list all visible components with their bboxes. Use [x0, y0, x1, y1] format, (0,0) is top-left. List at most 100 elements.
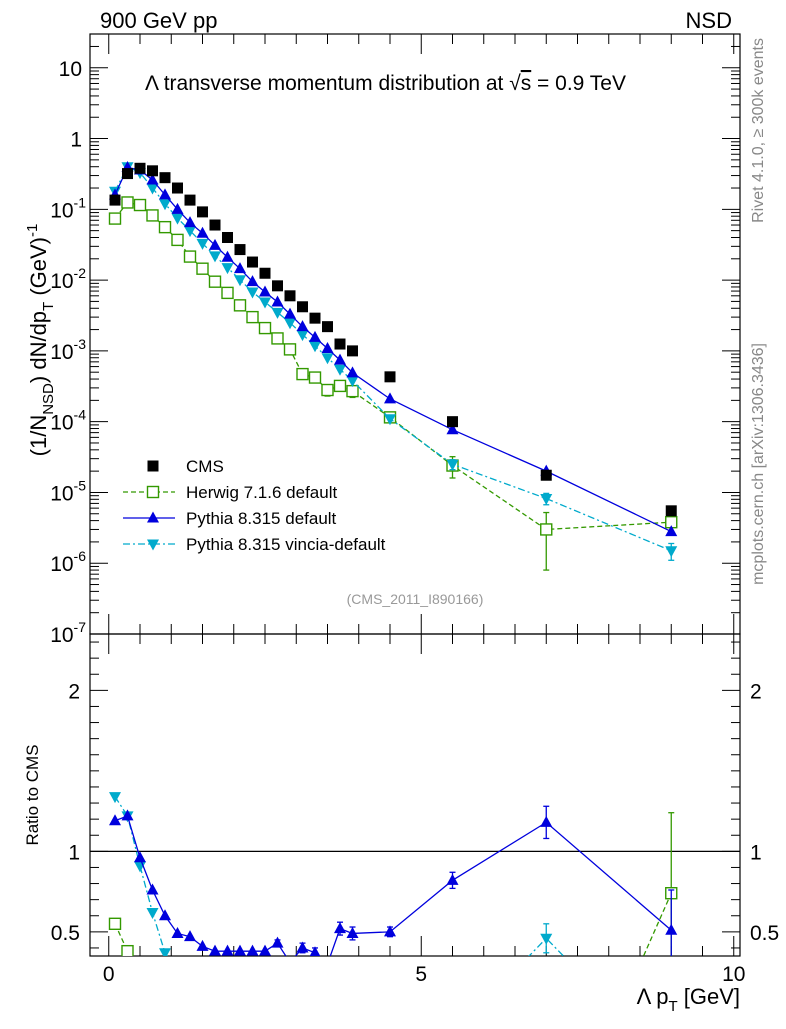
main-ytick-label-7: 10-6: [50, 548, 86, 576]
ratio-point-pythia-20: [384, 925, 396, 937]
point-cms-9: [222, 231, 233, 243]
ratio-point-pythia-14: [289, 955, 291, 956]
point-cms-22: [540, 469, 552, 481]
point-cms-17: [322, 321, 333, 333]
point-herwig-10: [233, 299, 247, 312]
ratio-point-pythia-3: [146, 883, 159, 895]
ratio-point-pythia-7: [196, 939, 209, 951]
title-prefix: Λ transverse momentum distribution at: [145, 72, 509, 95]
series-line-pythia: [114, 166, 672, 533]
point-cms-10: [234, 244, 246, 256]
point-vincia-11: [246, 287, 259, 299]
ratio-line-pythia: [114, 815, 672, 956]
point-cms-11: [247, 256, 258, 268]
point-herwig-16: [308, 371, 322, 384]
ratio-line-vincia: [114, 796, 565, 956]
point-cms-14: [284, 290, 296, 302]
point-vincia-15: [296, 330, 309, 342]
point-pythia-12: [259, 285, 271, 297]
point-vincia-13: [271, 307, 284, 319]
point-herwig-6: [183, 250, 197, 263]
point-vincia-19: [346, 376, 359, 388]
ratio-ytick-label-right-2: 2: [750, 680, 762, 703]
plot-title: Λ transverse momentum distribution at √s…: [145, 72, 626, 95]
point-pythia-16: [309, 330, 321, 342]
point-herwig-9: [221, 286, 234, 300]
legend-marker-vincia: [147, 539, 159, 551]
legend-marker-pythia: [147, 511, 159, 523]
point-cms-7: [197, 206, 208, 218]
legend-item-vincia: Pythia 8.315 vincia-default: [123, 535, 386, 554]
series-vincia: [109, 162, 678, 561]
point-herwig-12: [258, 321, 272, 335]
legend-marker-herwig: [146, 485, 160, 499]
rivet-version-text: Rivet 4.1.0, ≥ 300k events: [750, 38, 767, 223]
point-cms-0: [109, 194, 121, 206]
point-pythia-8: [209, 238, 221, 250]
legend-label-herwig: Herwig 7.1.6 default: [186, 483, 337, 502]
point-cms-4: [159, 172, 171, 184]
ratio-point-pythia-12: [259, 944, 271, 956]
point-vincia-3: [146, 183, 159, 195]
point-vincia-7: [196, 238, 209, 250]
ratio-point-herwig-1: [121, 944, 134, 956]
ratio-point-pythia-1: [121, 809, 134, 821]
ratio-point-pythia-13: [271, 936, 284, 948]
point-herwig-15: [296, 367, 309, 381]
ratio-series-vincia: [109, 792, 565, 956]
point-pythia-18: [334, 353, 346, 365]
main-ytick-label-0: 10: [59, 58, 82, 81]
ratio-ytick-label-1: 1: [68, 841, 80, 864]
point-pythia-7: [196, 226, 209, 238]
point-pythia-20: [384, 392, 396, 404]
ratio-ytick-label-right-0: 0.5: [750, 922, 779, 945]
ratio-point-pythia-21: [446, 873, 459, 885]
main-ytick-label-3: 10-2: [50, 265, 86, 293]
ratio-point-pythia-16: [309, 946, 321, 956]
main-ytick-label-4: 10-3: [50, 336, 86, 364]
ratio-point-pythia-22: [540, 815, 553, 827]
point-cms-15: [297, 301, 308, 313]
header-left: 900 GeV pp: [100, 8, 217, 33]
point-vincia-10: [234, 275, 246, 287]
point-cms-2: [134, 162, 146, 174]
series-pythia: [109, 160, 678, 537]
point-cms-3: [147, 165, 158, 177]
ratio-point-pythia-2: [134, 851, 146, 863]
point-vincia-12: [259, 297, 271, 309]
ratio-line-herwig: [114, 892, 672, 956]
ratio-point-vincia-7: [540, 933, 553, 945]
point-pythia-13: [271, 295, 284, 307]
ratio-axis-ticks: 0 5 100.5 0.51 12 2: [51, 634, 779, 986]
point-herwig-17: [321, 383, 334, 397]
ratio-point-pythia-6: [184, 930, 196, 942]
mcplots-text: mcplots.cern.ch [arXiv:1306.3436]: [750, 343, 767, 585]
point-vincia-17: [321, 353, 334, 365]
ratio-point-pythia-5: [171, 926, 184, 938]
ratio-series-group: [108, 792, 678, 956]
ratio-point-herwig-0: [108, 917, 122, 930]
point-vincia-6: [184, 226, 196, 238]
point-pythia-3: [146, 173, 159, 185]
legend-label-vincia: Pythia 8.315 vincia-default: [186, 535, 386, 554]
point-pythia-21: [446, 423, 459, 435]
ratio-series-pythia: [109, 805, 678, 956]
point-pythia-19: [346, 366, 359, 378]
main-ytick-label-1: 1: [70, 129, 82, 152]
ratio-point-vincia-0: [109, 792, 121, 804]
sqrt-symbol: √: [509, 72, 521, 95]
main-series-group: [108, 160, 678, 571]
ratio-point-pythia-19: [346, 926, 359, 938]
series-herwig: [108, 196, 678, 571]
ratio-point-pythia-9: [221, 944, 234, 956]
header-right: NSD: [686, 8, 732, 33]
ratio-point-pythia-15: [296, 941, 309, 953]
point-herwig-0: [108, 212, 122, 225]
point-vincia-5: [171, 213, 184, 225]
point-cms-20: [384, 371, 396, 383]
point-vincia-22: [540, 494, 553, 506]
ratio-xtick-label-2: 10: [722, 963, 745, 986]
legend-label-pythia: Pythia 8.315 default: [186, 509, 337, 528]
